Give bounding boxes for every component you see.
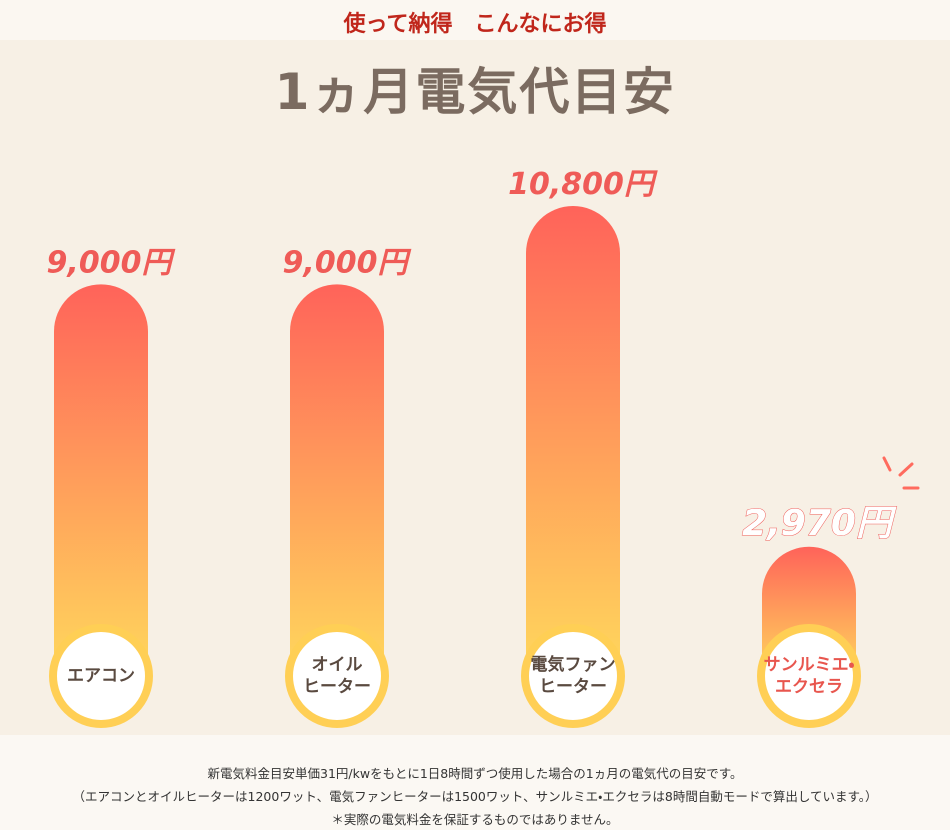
footer: 新電気料金目安単価31円/kwをもとに1日8時間ずつ使用した場合の1ヵ月の電気代… bbox=[0, 735, 950, 830]
category-label: 電気ファン ヒーター bbox=[530, 655, 616, 697]
value-label: 9,000円 bbox=[283, 245, 412, 280]
category-badge bbox=[49, 624, 153, 728]
footnote: ＊実際の電気料金を保証するものではありません。 bbox=[331, 812, 619, 827]
sparkle bbox=[882, 456, 920, 490]
category-label: オイル ヒーター bbox=[303, 655, 371, 697]
header-band bbox=[0, 0, 950, 40]
value-label: 2,970円 bbox=[742, 503, 897, 544]
category-badge bbox=[521, 624, 625, 728]
value-label: 10,800円 bbox=[508, 167, 658, 202]
bar bbox=[54, 284, 148, 676]
footnote: 新電気料金目安単価31円/kwをもとに1日8時間ずつ使用した場合の1ヵ月の電気代… bbox=[207, 766, 743, 781]
footnote: （エアコンとオイルヒーターは1200ワット、電気ファンヒーターは1500ワット、… bbox=[72, 789, 878, 804]
bar bbox=[526, 206, 620, 676]
tagline: 使って納得 こんなにお得 bbox=[343, 12, 607, 37]
category-badge bbox=[285, 624, 389, 728]
chart-title: 1ヵ月電気代目安 bbox=[274, 63, 676, 121]
category-label: エアコン bbox=[67, 666, 135, 686]
category-label: サンルミエ・ エクセラ bbox=[763, 655, 855, 697]
value-label: 9,000円 bbox=[47, 245, 176, 280]
category-badge bbox=[757, 624, 861, 728]
bar bbox=[290, 284, 384, 676]
